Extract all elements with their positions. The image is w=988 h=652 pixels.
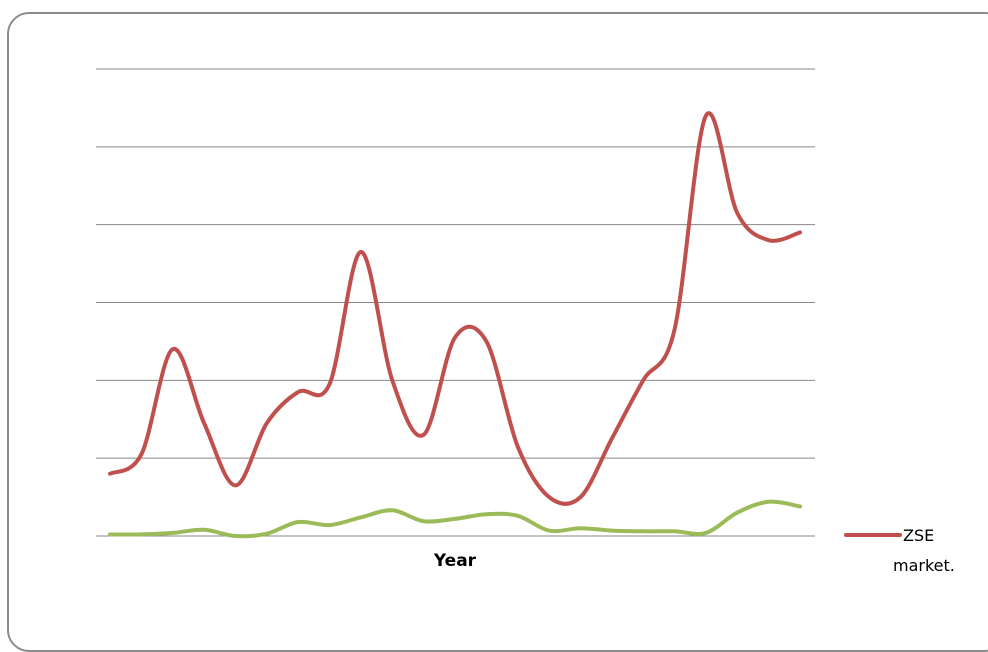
grid-layer [96, 68, 815, 537]
series-line-1 [108, 111, 802, 506]
legend-label: ZSE market. [893, 526, 955, 575]
series-layer [108, 111, 802, 539]
chart-frame [7, 12, 988, 652]
legend: ZSE market. [844, 526, 955, 575]
chart-svg: Year ZSE market. [96, 68, 955, 575]
series-line-2 [108, 499, 802, 539]
x-axis-label: Year [433, 551, 477, 571]
